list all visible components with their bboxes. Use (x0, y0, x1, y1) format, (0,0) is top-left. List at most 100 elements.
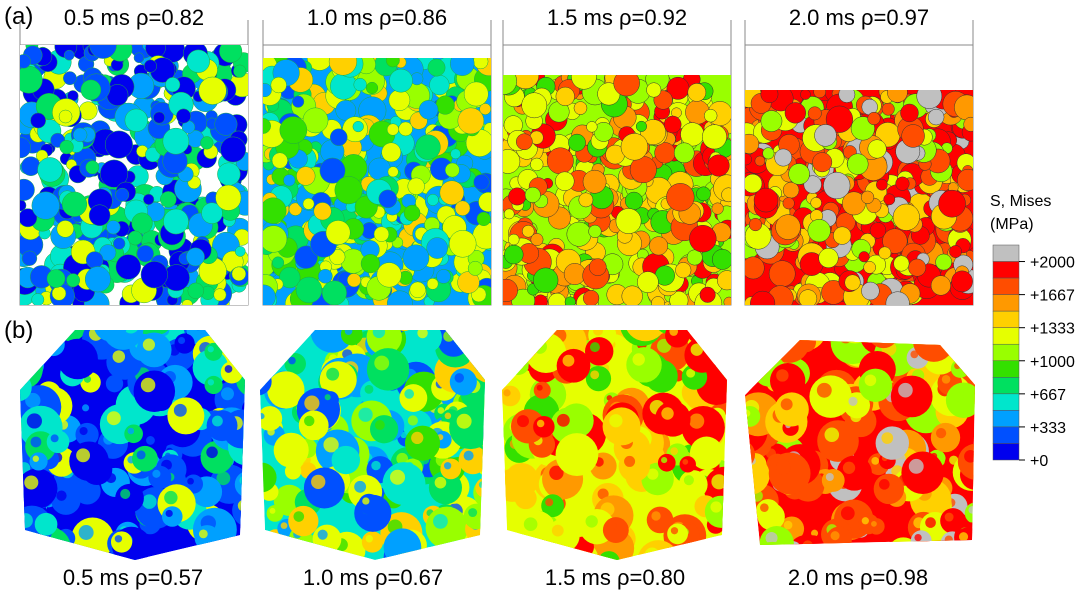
particle-highlight (945, 536, 953, 544)
particle (427, 238, 448, 259)
particle-highlight (563, 441, 578, 456)
particle (258, 83, 271, 96)
particle (283, 174, 295, 186)
particle-highlight (825, 427, 840, 442)
particle (721, 312, 762, 353)
particle-highlight (212, 416, 223, 427)
particle (143, 194, 154, 205)
caption: 1.5 ms ρ=0.92 (547, 5, 687, 30)
particle (879, 247, 891, 259)
particle (165, 77, 179, 91)
particle (815, 124, 837, 146)
particle (29, 452, 47, 470)
particle-highlight (288, 357, 296, 365)
particle-highlight (881, 432, 893, 444)
particle-highlight (238, 500, 249, 511)
legend-swatch (993, 328, 1019, 345)
particle (455, 201, 470, 216)
particle-highlight (258, 319, 269, 330)
particle-highlight (871, 521, 877, 527)
particle-highlight (337, 451, 347, 461)
particle (938, 190, 965, 217)
particle-highlight (743, 410, 750, 417)
caption: 2.0 ms ρ=0.97 (789, 5, 929, 30)
particle (366, 82, 378, 94)
particle (811, 197, 822, 208)
particle (403, 245, 429, 271)
particle-highlight (120, 489, 130, 499)
particle (946, 383, 981, 418)
particle-highlight (505, 545, 512, 552)
particle (244, 368, 272, 396)
particle-highlight (633, 353, 645, 365)
particle (274, 433, 309, 468)
particle (486, 545, 522, 581)
particle (239, 332, 256, 349)
particle-highlight (495, 341, 505, 351)
particle-highlight (225, 335, 234, 344)
particle-highlight (945, 513, 954, 522)
particle-highlight (444, 462, 451, 469)
particle (382, 462, 425, 505)
particle (354, 78, 367, 91)
particle-highlight (64, 346, 78, 360)
particle (603, 407, 641, 445)
particle-highlight (154, 321, 162, 329)
particle-highlight (80, 427, 88, 435)
particle-highlight (241, 500, 255, 514)
particle (761, 111, 782, 132)
particle (730, 352, 753, 375)
particle (341, 324, 363, 346)
particle-highlight (281, 522, 288, 529)
particle-highlight (690, 325, 698, 333)
particle-highlight (759, 360, 770, 371)
particle (292, 96, 304, 108)
particle (960, 319, 993, 352)
particle (913, 320, 955, 362)
particle (534, 295, 548, 309)
particle (527, 556, 543, 572)
particle (876, 179, 887, 190)
particle (361, 254, 380, 273)
particle-highlight (61, 316, 72, 327)
particle (887, 82, 907, 102)
particle-highlight (225, 365, 233, 373)
particle (115, 484, 144, 513)
particle-highlight (711, 474, 726, 489)
particle (466, 546, 486, 566)
particle-highlight (39, 517, 47, 525)
particle-highlight (524, 517, 538, 531)
particle-highlight (545, 498, 553, 506)
legend-swatch (993, 427, 1019, 444)
particle (187, 50, 210, 73)
legend-label: +1333 (1030, 321, 1075, 338)
particle (658, 454, 676, 472)
legend-swatch (993, 394, 1019, 411)
particle (445, 163, 459, 177)
particle-highlight (173, 318, 180, 325)
particle-highlight (468, 508, 477, 517)
particle-highlight (537, 385, 543, 391)
particle-highlight (867, 323, 880, 336)
particle (756, 499, 780, 523)
panel-label: (a) (4, 3, 33, 30)
particle (742, 257, 764, 279)
particle-highlight (511, 356, 519, 364)
particle (556, 433, 599, 476)
particle-highlight (492, 551, 505, 564)
particle-highlight (373, 326, 385, 338)
particle-highlight (187, 478, 194, 485)
particle (145, 38, 165, 58)
particle (473, 222, 500, 249)
particle (296, 277, 322, 303)
particle (450, 52, 474, 76)
particle (326, 220, 350, 244)
particle-highlight (100, 314, 112, 326)
particle (450, 368, 477, 395)
legend-swatch (993, 278, 1019, 295)
particle (346, 312, 363, 329)
particle (667, 523, 688, 544)
particle (388, 167, 398, 177)
particle (247, 463, 277, 493)
particle (428, 59, 445, 76)
